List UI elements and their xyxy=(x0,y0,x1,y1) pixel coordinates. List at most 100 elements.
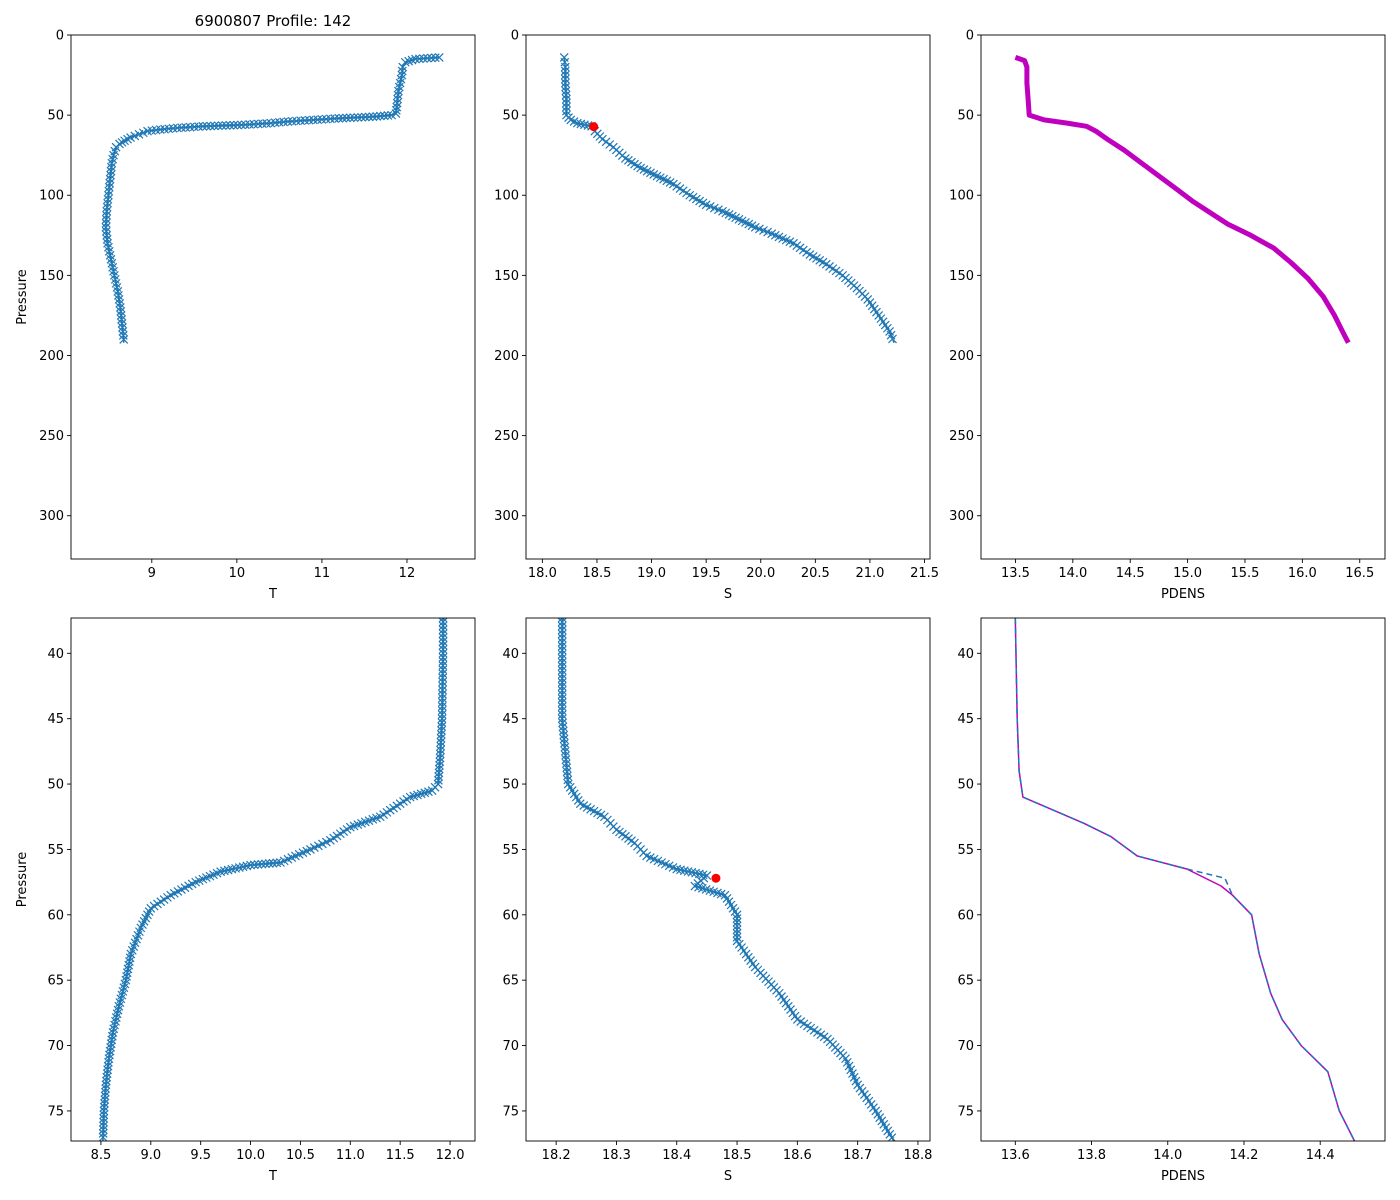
data-point-marker xyxy=(257,859,267,869)
data-point-marker xyxy=(437,701,447,711)
data-point-marker xyxy=(106,166,116,176)
x-axis-label: PDENS xyxy=(1161,587,1205,602)
y-tick-label: 75 xyxy=(502,1104,519,1119)
data-point-marker xyxy=(557,702,567,712)
y-tick-label: 50 xyxy=(502,109,519,124)
data-point-marker xyxy=(560,66,570,76)
data-point-marker xyxy=(237,120,246,130)
data-point-marker xyxy=(557,686,567,695)
data-point-marker xyxy=(393,94,403,104)
data-point-marker xyxy=(557,637,567,647)
series-line-2 xyxy=(1014,618,1356,1141)
data-point-marker xyxy=(98,1121,108,1131)
y-tick-label: 50 xyxy=(47,778,64,793)
y-tick-label: 0 xyxy=(511,29,519,44)
x-axis-label: T xyxy=(268,1169,277,1184)
data-point-marker xyxy=(394,86,403,96)
data-point-marker xyxy=(107,158,117,168)
data-point-marker xyxy=(436,737,446,747)
y-axis-label: Pressure xyxy=(15,269,30,325)
data-point-marker xyxy=(437,718,447,728)
data-point-marker xyxy=(122,968,132,978)
x-tick-label: 14.5 xyxy=(1116,566,1145,581)
data-point-marker xyxy=(221,121,231,130)
y-tick-label: 300 xyxy=(494,509,519,524)
axes-frame xyxy=(980,34,1386,560)
data-point-marker xyxy=(240,120,250,130)
data-point-marker xyxy=(103,190,113,200)
y-tick-label: 150 xyxy=(494,269,519,284)
x-tick-label: 13.6 xyxy=(1001,1148,1030,1163)
data-point-marker xyxy=(102,210,111,220)
data-point-marker xyxy=(210,121,219,131)
data-point-marker xyxy=(397,66,407,76)
data-point-marker xyxy=(213,121,223,131)
data-point-marker xyxy=(732,925,742,935)
data-point-marker xyxy=(888,334,897,344)
data-point-marker xyxy=(106,1042,116,1052)
data-point-marker xyxy=(561,755,571,764)
data-point-marker xyxy=(393,90,403,100)
x-axis-label: S xyxy=(724,1169,732,1184)
data-point-marker xyxy=(104,1054,114,1064)
data-point-marker xyxy=(272,858,282,868)
data-point-marker xyxy=(560,78,570,88)
data-point-marker xyxy=(435,757,445,767)
x-tick-label: 10 xyxy=(229,566,246,581)
data-point-marker xyxy=(563,775,573,785)
data-point-marker xyxy=(206,121,215,131)
x-tick-label: 18.8 xyxy=(903,1148,932,1163)
data-point-marker xyxy=(557,665,567,675)
x-tick-label: 16.5 xyxy=(1345,566,1374,581)
axes-frame xyxy=(70,34,476,560)
data-point-marker xyxy=(115,302,125,312)
data-point-marker xyxy=(436,729,446,739)
data-point-marker xyxy=(106,1039,116,1049)
data-point-marker xyxy=(561,106,571,116)
data-point-marker xyxy=(123,964,133,974)
x-tick-label: 19.0 xyxy=(637,566,666,581)
data-point-marker xyxy=(579,120,589,130)
data-point-marker xyxy=(557,714,567,724)
data-point-marker xyxy=(557,694,567,703)
data-point-marker xyxy=(438,641,448,650)
data-point-marker xyxy=(561,98,571,108)
plot-area xyxy=(557,618,897,1141)
data-point-marker xyxy=(732,921,742,931)
data-point-marker xyxy=(126,949,136,959)
x-tick-label: 9.0 xyxy=(140,1148,161,1163)
data-point-marker xyxy=(99,1106,109,1116)
data-point-marker xyxy=(125,953,135,963)
axes-frame xyxy=(70,617,476,1142)
y-tick-label: 40 xyxy=(502,647,519,662)
data-point-marker xyxy=(561,94,571,104)
series-line-1 xyxy=(1014,55,1351,344)
data-point-marker xyxy=(99,1110,109,1120)
x-tick-label: 14.0 xyxy=(1153,1148,1182,1163)
data-point-marker xyxy=(106,162,116,172)
data-point-marker xyxy=(99,1114,109,1123)
data-point-marker xyxy=(559,734,569,744)
data-point-marker xyxy=(438,669,448,679)
data-point-marker xyxy=(438,661,448,670)
data-point-marker xyxy=(104,182,114,192)
plot-area xyxy=(559,53,897,344)
x-tick-label: 18.7 xyxy=(843,1148,872,1163)
data-point-marker xyxy=(103,194,113,204)
data-point-marker xyxy=(217,121,227,131)
data-point-marker xyxy=(119,335,129,344)
data-point-marker xyxy=(438,665,448,675)
data-point-marker xyxy=(557,633,567,643)
data-point-marker xyxy=(438,621,448,631)
data-point-marker xyxy=(98,1129,108,1138)
data-point-marker xyxy=(435,760,444,770)
data-point-marker xyxy=(437,726,446,735)
data-point-marker xyxy=(418,54,428,63)
data-point-marker xyxy=(261,859,270,869)
data-point-marker xyxy=(438,685,447,695)
data-point-marker xyxy=(105,174,115,184)
subplot-2: 18.0 18.5 19.0 19.5 20.0 20.5 21.0 21.5 0 50 100 15… xyxy=(494,29,939,603)
data-point-marker xyxy=(103,1061,113,1071)
y-tick-label: 250 xyxy=(39,429,64,444)
